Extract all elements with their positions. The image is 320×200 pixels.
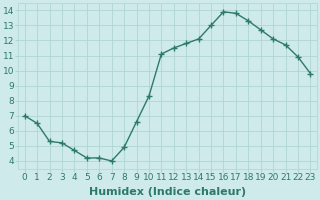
X-axis label: Humidex (Indice chaleur): Humidex (Indice chaleur)	[89, 187, 246, 197]
